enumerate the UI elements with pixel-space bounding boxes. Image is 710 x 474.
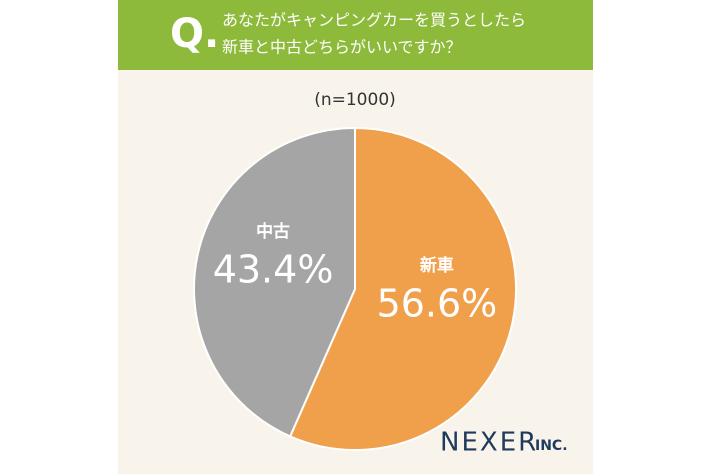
title-line: あなたがキャンピングカーを買うとしたら: [222, 11, 526, 30]
brand-suffix: INC.: [535, 438, 568, 454]
banner: [118, 0, 593, 70]
pie-slice: [288, 126, 517, 451]
slice-label: 中古: [256, 221, 290, 242]
slice-label: 新車: [420, 255, 454, 276]
value-label: 43.4%: [213, 247, 334, 291]
q-marker: Q.: [170, 11, 219, 57]
subtitle: (n=1000): [314, 90, 396, 110]
labels: 新車 56.6% 中古 43.4%: [213, 221, 498, 326]
pie: [193, 126, 517, 451]
title-line: 新車と中古どちらがいいですか？: [222, 38, 462, 57]
value-label: 56.6%: [377, 282, 498, 326]
brand: NEXER: [440, 428, 538, 458]
pie-slice: [193, 126, 356, 438]
